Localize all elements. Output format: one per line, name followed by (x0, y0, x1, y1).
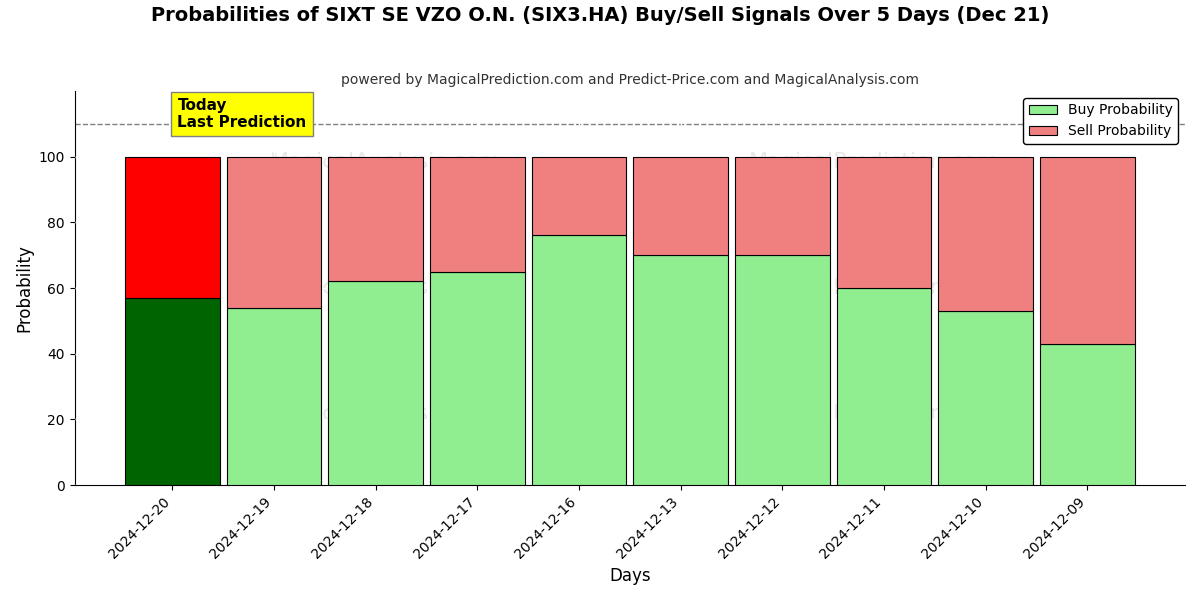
Bar (736, 255, 829, 485)
Title: powered by MagicalPrediction.com and Predict-Price.com and MagicalAnalysis.com: powered by MagicalPrediction.com and Pre… (341, 73, 919, 87)
Text: Probabilities of SIXT SE VZO O.N. (SIX3.HA) Buy/Sell Signals Over 5 Days (Dec 21: Probabilities of SIXT SE VZO O.N. (SIX3.… (151, 6, 1049, 25)
Bar (736, 157, 829, 255)
Bar (938, 157, 1033, 311)
Bar (836, 157, 931, 288)
Bar (125, 157, 220, 298)
Bar (836, 288, 931, 485)
Bar (532, 235, 626, 485)
X-axis label: Days: Days (610, 567, 650, 585)
Bar (634, 157, 728, 255)
Bar (1040, 344, 1134, 485)
Bar (329, 157, 422, 281)
Bar (1040, 157, 1134, 344)
Bar (430, 272, 524, 485)
Text: MagicalPrediction.com: MagicalPrediction.com (749, 404, 1000, 424)
Bar (634, 255, 728, 485)
Text: MagicalAnalysis.com: MagicalAnalysis.com (270, 152, 502, 172)
Bar (329, 281, 422, 485)
Y-axis label: Probability: Probability (16, 244, 34, 332)
Text: MagicalPrediction.com: MagicalPrediction.com (749, 278, 1000, 298)
Bar (227, 308, 322, 485)
Bar (227, 157, 322, 308)
Bar (938, 311, 1033, 485)
Text: Today
Last Prediction: Today Last Prediction (178, 98, 307, 130)
Bar (125, 298, 220, 485)
Text: MagicalAnalysis.com: MagicalAnalysis.com (270, 278, 502, 298)
Bar (532, 157, 626, 235)
Text: MagicalAnalysis.com: MagicalAnalysis.com (270, 404, 502, 424)
Text: MagicalPrediction.com: MagicalPrediction.com (749, 152, 1000, 172)
Legend: Buy Probability, Sell Probability: Buy Probability, Sell Probability (1024, 98, 1178, 144)
Bar (430, 157, 524, 272)
